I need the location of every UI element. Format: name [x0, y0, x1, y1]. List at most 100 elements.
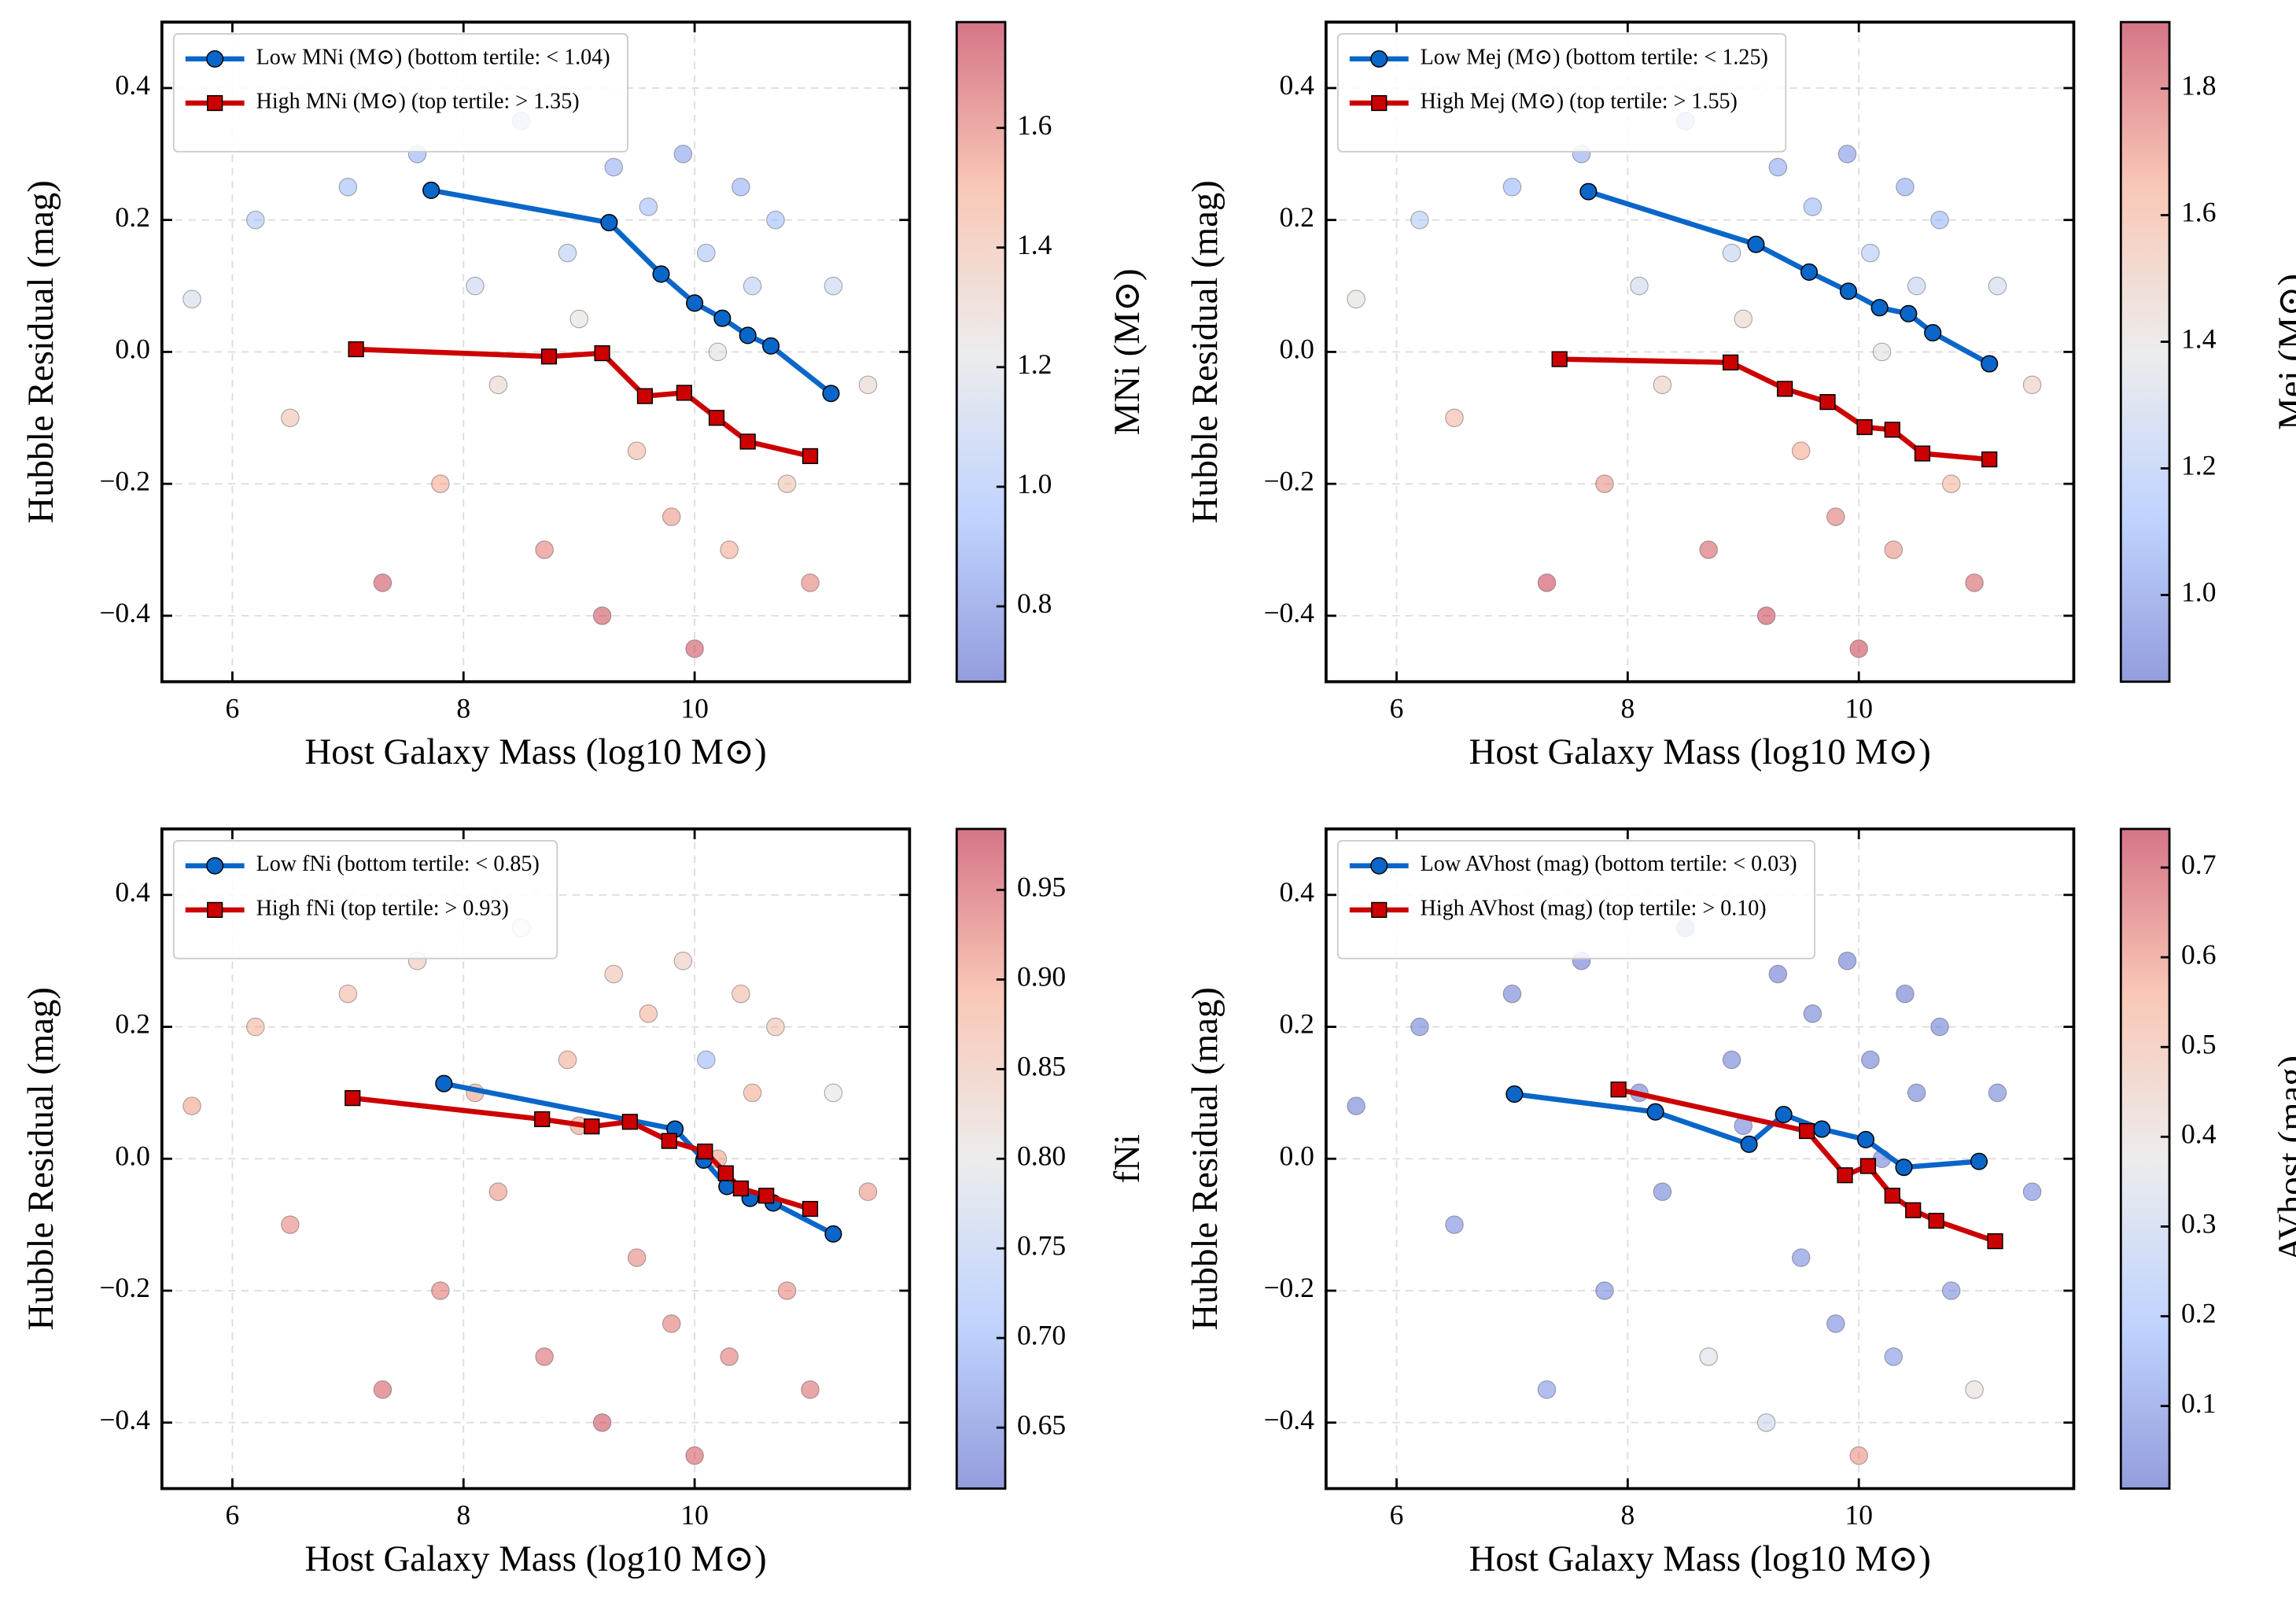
scatter-point — [1410, 210, 1429, 230]
scatter-point — [777, 1281, 797, 1300]
scatter-point — [732, 984, 750, 1004]
scatter-point — [1896, 177, 1915, 197]
colorbar-tick-label: 0.75 — [1017, 1229, 1066, 1261]
x-tick-label: 10 — [1845, 1499, 1873, 1531]
scatter-point — [1896, 984, 1915, 1004]
series-marker — [1928, 1212, 1944, 1229]
series-marker — [652, 265, 670, 283]
scatter-point — [1347, 289, 1365, 309]
scatter-point — [858, 375, 878, 395]
scatter-point — [431, 474, 450, 493]
colorbar-label: MNi (M⊙) — [1107, 268, 1148, 435]
scatter-point — [1410, 1017, 1429, 1037]
series-marker — [1837, 1167, 1853, 1184]
series-marker — [600, 213, 618, 232]
colorbar-tick-label: 0.80 — [1017, 1140, 1066, 1171]
y-axis-label: Hubble Residual (mag) — [20, 987, 61, 1330]
scatter-point — [732, 177, 750, 197]
series-marker — [1723, 354, 1739, 370]
x-tick-label: 10 — [1845, 692, 1873, 724]
scatter-point — [182, 1096, 201, 1115]
legend-label: Low AVhost (mag) (bottom tertile: < 0.03… — [1421, 852, 1797, 876]
y-tick-label: −0.4 — [99, 597, 150, 628]
scatter-point — [685, 639, 704, 658]
colorbar-tick-label: 0.7 — [2181, 849, 2216, 880]
series-marker — [1839, 282, 1858, 300]
y-tick-label: 0.2 — [1280, 1008, 1314, 1040]
series-marker — [534, 1111, 551, 1128]
x-tick-label: 8 — [1620, 692, 1634, 724]
scatter-point — [1907, 276, 1926, 296]
series-marker — [1856, 418, 1873, 436]
colorbar-tick-label: 1.2 — [1017, 348, 1052, 380]
series-marker — [661, 1133, 677, 1149]
scatter-point — [627, 441, 647, 461]
points — [182, 112, 878, 658]
series-marker — [708, 410, 725, 426]
series-line — [1559, 356, 1990, 462]
scatter-point — [1595, 1281, 1614, 1300]
scatter-point — [604, 157, 624, 177]
y-axis-label: Hubble Residual (mag) — [20, 180, 61, 523]
legend-marker — [1370, 50, 1388, 68]
panel: 6 8 10 −0.4 −0.2 0.0 0.2 0.4 Host Galaxy Mass (l… — [20, 827, 1148, 1579]
series-marker — [1981, 451, 1998, 468]
series-marker — [584, 1118, 600, 1135]
x-axis-label: Host Galaxy Mass (log10 M⊙) — [1469, 731, 1931, 772]
scatter-point — [766, 1017, 785, 1037]
scatter-point — [1756, 606, 1776, 625]
legend-box — [1336, 839, 1816, 960]
scatter-point — [673, 951, 693, 971]
legend-label: Low fNi (bottom tertile: < 0.85) — [256, 852, 540, 876]
y-tick-label: 0.0 — [1280, 333, 1314, 365]
x-tick-label: 6 — [226, 692, 240, 724]
scatter-point — [662, 507, 681, 526]
colorbar-label: AVhost (mag) — [2271, 1056, 2296, 1262]
series-marker — [345, 1090, 361, 1107]
colorbar — [2119, 20, 2171, 683]
series-marker — [422, 181, 440, 199]
series-marker — [676, 385, 692, 401]
y-tick-label: −0.2 — [1263, 465, 1314, 496]
colorbar-tick-label: 1.4 — [2181, 323, 2217, 355]
y-tick-label: 0.2 — [115, 201, 149, 233]
scatter-point — [1988, 276, 2007, 296]
y-axis-label: Hubble Residual (mag) — [1185, 987, 1225, 1330]
colorbar-tick-label: 0.1 — [2181, 1387, 2216, 1419]
scatter-point — [627, 1248, 647, 1267]
scatter-point — [662, 1314, 681, 1333]
x-axis-label: Host Galaxy Mass (log10 M⊙) — [304, 1538, 766, 1579]
scatter-point — [604, 964, 624, 984]
series-marker — [1870, 299, 1889, 317]
scatter-point — [1849, 639, 1868, 658]
scatter-point — [1791, 441, 1811, 461]
scatter-point — [858, 1182, 878, 1201]
scatter-point — [743, 1083, 762, 1103]
scatter-point — [1502, 177, 1522, 197]
colorbar-tick-label: 1.6 — [1017, 109, 1052, 141]
legend-label: High Mej (M⊙) (top tertile: > 1.55) — [1421, 89, 1738, 113]
series-marker — [1777, 381, 1793, 397]
colorbar-tick-label: 0.95 — [1017, 871, 1066, 903]
series-marker — [1859, 1158, 1877, 1174]
scatter-point — [1537, 1380, 1557, 1399]
colorbar-tick-label: 0.6 — [2181, 938, 2216, 970]
colorbar-tick-label: 1.4 — [1017, 229, 1052, 260]
colorbar-tick-label: 0.3 — [2181, 1208, 2216, 1240]
colorbar-tick-label: 1.8 — [2181, 70, 2216, 101]
colorbar-tick-label: 0.85 — [1017, 1050, 1066, 1081]
scatter-point — [801, 573, 820, 592]
y-tick-label: −0.4 — [99, 1404, 150, 1435]
y-tick-label: −0.4 — [1263, 1404, 1314, 1435]
legend-marker — [207, 94, 223, 112]
scatter-point — [592, 606, 612, 625]
series-marker — [1970, 1152, 1988, 1170]
scatter-point — [766, 210, 785, 230]
series-marker — [1740, 1135, 1758, 1153]
x-tick-label: 6 — [226, 1499, 240, 1531]
scatter-point — [466, 276, 485, 296]
scatter-point — [535, 540, 554, 559]
scatter-point — [1988, 1083, 2007, 1103]
y-axis-label: Hubble Residual (mag) — [1185, 180, 1225, 523]
